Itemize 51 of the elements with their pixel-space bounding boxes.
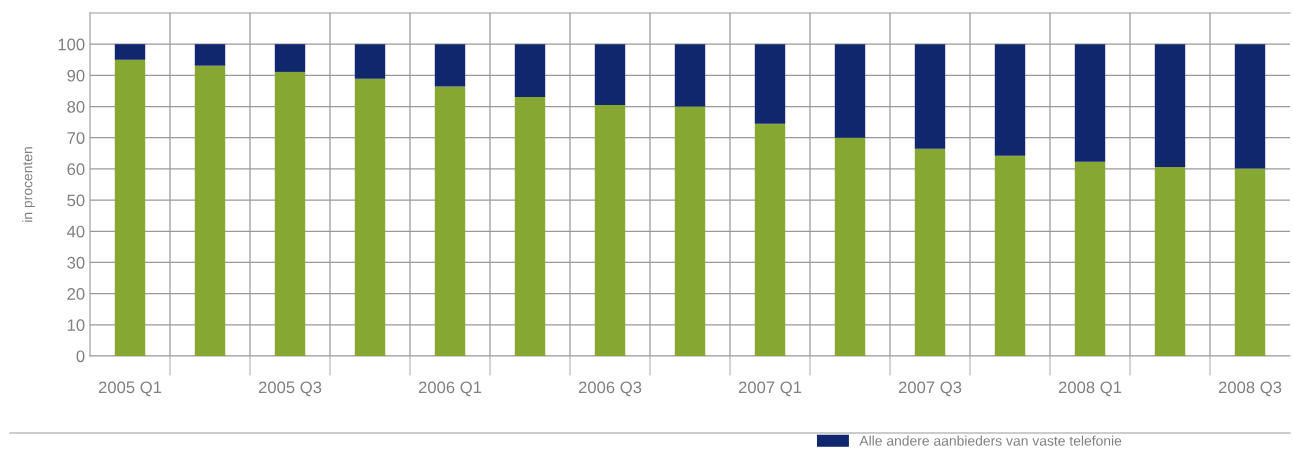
bar xyxy=(434,44,466,87)
bar xyxy=(194,65,226,356)
y-tick-label: 100 xyxy=(58,38,85,51)
bar xyxy=(354,78,386,356)
bar xyxy=(1074,44,1106,162)
bar xyxy=(1234,168,1266,356)
y-tick-label: 70 xyxy=(67,132,85,144)
bar xyxy=(274,71,306,356)
bar xyxy=(1074,161,1106,356)
bar xyxy=(994,155,1026,356)
bar xyxy=(114,59,146,356)
bar xyxy=(274,44,306,72)
x-tick-label: 2007 Q3 xyxy=(898,381,962,397)
y-tick-label: 20 xyxy=(67,288,85,300)
bar xyxy=(514,96,546,356)
bar xyxy=(594,104,626,356)
bar xyxy=(514,44,546,97)
y-tick-label: 90 xyxy=(67,69,85,82)
bar xyxy=(594,44,626,105)
y-tick-label: 80 xyxy=(67,100,85,113)
x-tick-label: 2006 Q3 xyxy=(578,381,642,397)
bar xyxy=(434,86,466,356)
y-tick-label: 30 xyxy=(67,256,85,269)
bar xyxy=(674,44,706,107)
bar xyxy=(194,44,226,66)
bar xyxy=(914,44,946,149)
x-tick-label: 2008 Q1 xyxy=(1058,381,1122,397)
bar xyxy=(674,106,706,356)
bar xyxy=(994,44,1026,156)
y-tick-label: 40 xyxy=(66,225,85,238)
bar xyxy=(834,44,866,138)
legend-label: Alle andere aanbieders van vaste telefonie xyxy=(859,435,1122,446)
bar xyxy=(354,44,386,79)
y-tick-label: 0 xyxy=(76,350,85,363)
y-tick-label: 10 xyxy=(67,319,85,332)
bar xyxy=(914,148,946,356)
x-tick-label: 2005 Q3 xyxy=(258,381,322,397)
x-tick-label: 2008 Q3 xyxy=(1218,381,1282,397)
bar xyxy=(754,44,786,124)
bar xyxy=(1234,44,1266,169)
bar xyxy=(1154,44,1186,168)
bar xyxy=(1154,167,1186,356)
x-tick-label: 2007 Q1 xyxy=(738,381,802,397)
bar xyxy=(834,137,866,356)
y-tick-label: 60 xyxy=(67,163,85,176)
y-tick-label: 50 xyxy=(67,194,85,207)
x-tick-label: 2006 Q1 xyxy=(418,381,482,397)
bar xyxy=(114,44,146,60)
x-tick-label: 2005 Q1 xyxy=(98,381,162,397)
bar xyxy=(754,123,786,356)
y-axis-title: in procenten xyxy=(22,147,36,222)
